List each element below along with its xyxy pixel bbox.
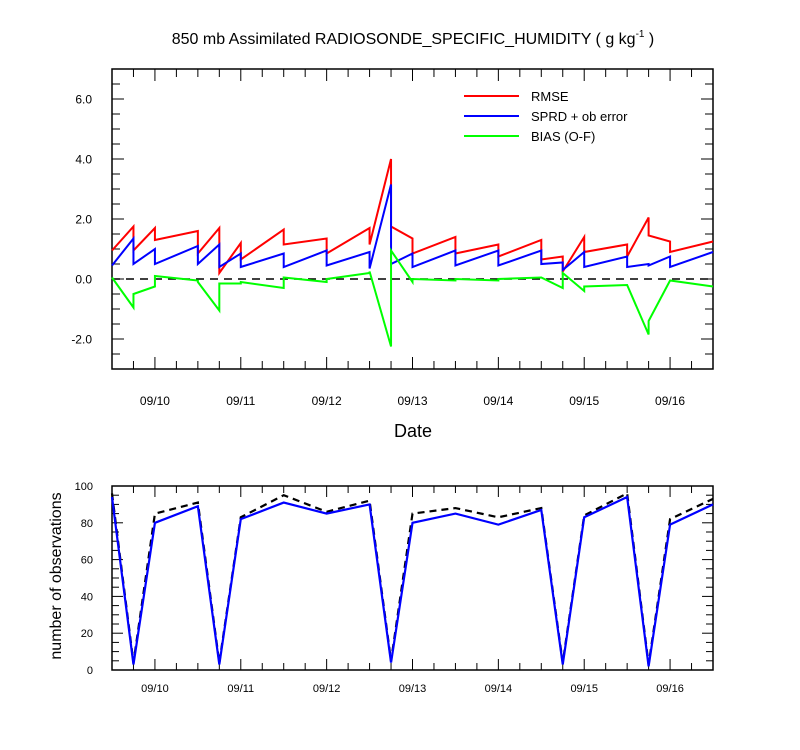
chart-title-suffix: ) [644, 31, 654, 48]
bottom-x-tick-label: 09/13 [399, 683, 427, 695]
bottom-y-tick-label: 60 [81, 555, 93, 567]
bottom-series-line-0 [110, 491, 714, 665]
bottom-panel: 09/10 09/11 09/12 09/13 09/14 09/15 09/16 0 20 40… [75, 481, 714, 695]
top-x-tick-label: 09/15 [569, 394, 599, 408]
top-x-tick-label: 09/13 [397, 394, 427, 408]
top-y-tick-label: 0.0 [75, 272, 92, 286]
legend-label: BIAS (O-F) [531, 129, 595, 144]
bottom-x-tick-label: 09/10 [141, 683, 169, 695]
top-series-line-1 [111, 184, 714, 273]
bottom-x-tick-label: 09/15 [570, 683, 598, 695]
top-x-tick-label: 09/12 [312, 394, 342, 408]
top-y-tick-label: 4.0 [75, 152, 92, 166]
chart-title: 850 mb Assimilated RADIOSONDE_SPECIFIC_H… [172, 29, 655, 48]
bottom-y-tick-label: 40 [81, 591, 93, 603]
bottom-x-tick-label: 09/14 [485, 683, 513, 695]
chart-title-superscript: -1 [636, 29, 645, 40]
top-x-tick-label: 09/11 [226, 394, 255, 408]
top-x-tick-label: 09/16 [655, 394, 685, 408]
bottom-y-tick-label: 100 [75, 481, 93, 493]
y-axis-title: number of observations [48, 492, 65, 659]
chart-title-main: 850 mb Assimilated RADIOSONDE_SPECIFIC_H… [172, 31, 636, 48]
bottom-x-tick-label: 09/11 [227, 683, 254, 695]
x-axis-title: Date [394, 421, 432, 441]
bottom-y-tick-label: 20 [81, 628, 93, 640]
top-x-tick-label: 09/14 [483, 394, 513, 408]
bottom-x-tick-label: 09/16 [656, 683, 684, 695]
legend: RMSE SPRD + ob error BIAS (O-F) [464, 89, 628, 144]
top-y-tick-label: 2.0 [75, 212, 92, 226]
legend-label: SPRD + ob error [531, 109, 628, 124]
top-series-line-0 [111, 158, 714, 277]
top-y-tick-label: 6.0 [75, 92, 92, 106]
bottom-x-tick-label: 09/12 [313, 683, 341, 695]
bottom-y-tick-label: 0 [87, 665, 93, 677]
top-panel: 09/10 09/11 09/12 09/13 09/14 09/15 09/16 -2.0 0… [71, 68, 714, 408]
bottom-y-tick-label: 80 [81, 518, 93, 530]
bottom-series-line-1 [110, 495, 714, 667]
top-x-tick-label: 09/10 [140, 394, 170, 408]
top-series-line-2 [111, 247, 714, 347]
legend-label: RMSE [531, 89, 569, 104]
top-y-tick-label: -2.0 [71, 332, 92, 346]
